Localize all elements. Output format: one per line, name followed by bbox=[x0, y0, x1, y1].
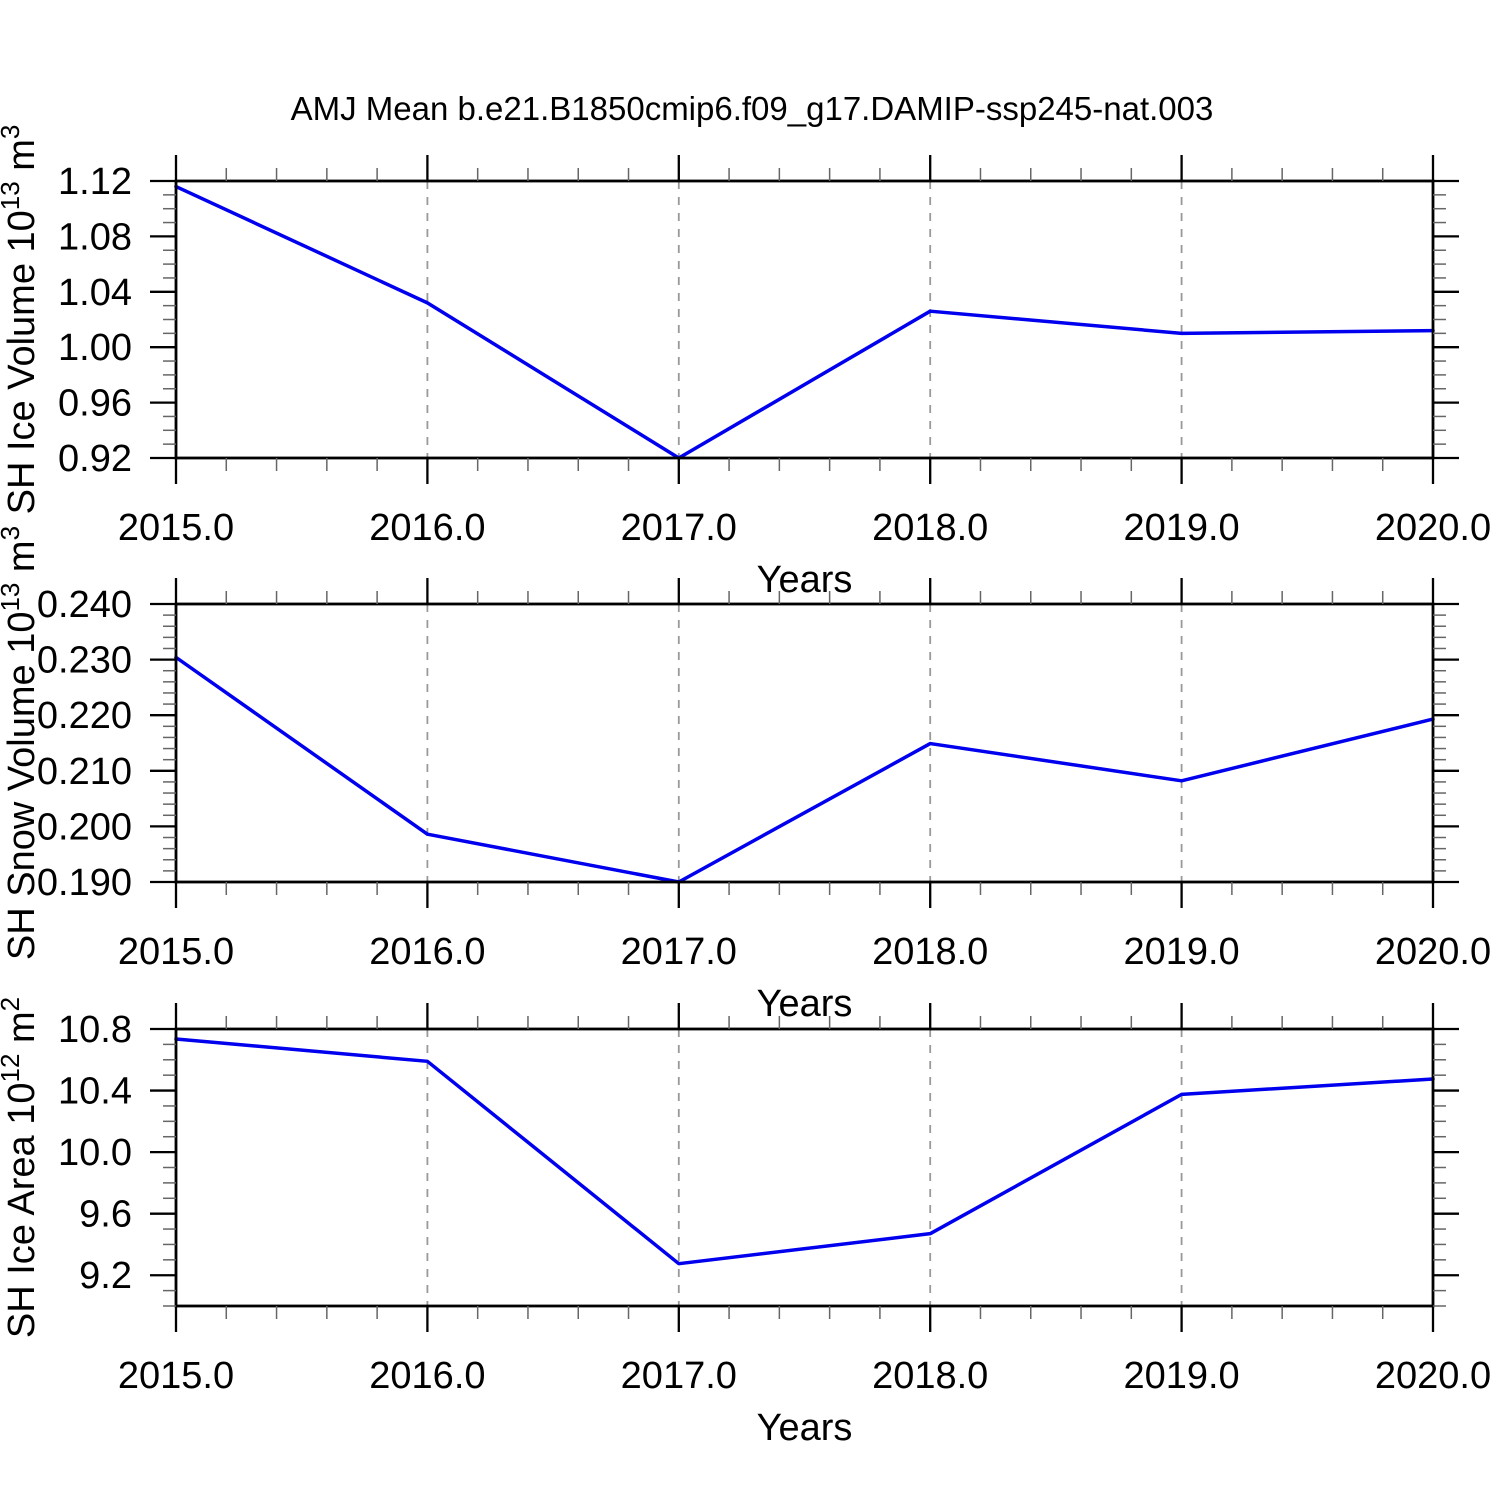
y-tick-label: 0.220 bbox=[37, 695, 132, 737]
data-line-sh-ice-volume bbox=[174, 184, 1435, 460]
x-tick-label: 2018.0 bbox=[872, 1355, 988, 1397]
y-tick-label: 0.240 bbox=[37, 584, 132, 626]
y-tick-label: 9.2 bbox=[79, 1255, 132, 1297]
x-tick-label: 2017.0 bbox=[621, 1355, 737, 1397]
x-tick-label: 2019.0 bbox=[1123, 507, 1239, 549]
y-tick-label: 10.8 bbox=[58, 1009, 132, 1051]
plot-box bbox=[174, 1027, 1435, 1308]
panel-sh-snow-volume: 2015.0 2016.0 2017.0 2018.0 2019.0 2020.0 0.19… bbox=[0, 526, 1491, 1025]
x-tick-label: 2016.0 bbox=[369, 507, 485, 549]
y-tick-label: 9.6 bbox=[79, 1194, 132, 1236]
y-tick-label: 0.210 bbox=[37, 751, 132, 793]
x-tick-label: 2018.0 bbox=[872, 507, 988, 549]
x-axis-title: Years bbox=[757, 983, 853, 1025]
y-tick-label: 1.04 bbox=[58, 272, 132, 314]
data-line-sh-snow-volume bbox=[174, 655, 1435, 884]
x-tick-label: 2015.0 bbox=[118, 1355, 234, 1397]
x-tick-label: 2020.0 bbox=[1375, 1355, 1491, 1397]
x-tick-label: 2020.0 bbox=[1375, 507, 1491, 549]
x-tick-label: 2016.0 bbox=[369, 931, 485, 973]
y-tick-label: 0.190 bbox=[37, 862, 132, 904]
x-axis-title: Years bbox=[757, 559, 853, 601]
y-tick-label: 10.4 bbox=[58, 1071, 132, 1113]
x-tick-label: 2015.0 bbox=[118, 931, 234, 973]
y-axis-title: SH Snow Volume 1013 m3 bbox=[0, 526, 43, 960]
x-tick-label: 2015.0 bbox=[118, 507, 234, 549]
y-tick-label: 0.92 bbox=[58, 438, 132, 480]
x-tick-label: 2017.0 bbox=[621, 507, 737, 549]
y-tick-label: 1.12 bbox=[58, 161, 132, 203]
y-tick-label: 10.0 bbox=[58, 1132, 132, 1174]
panel-sh-ice-area: 2015.0 2016.0 2017.0 2018.0 2019.0 2020.0 9.2 9… bbox=[0, 997, 1491, 1449]
y-axis-title: SH Ice Area 1012 m2 bbox=[0, 997, 43, 1338]
plot-box bbox=[174, 179, 1435, 460]
y-tick-label: 0.230 bbox=[37, 640, 132, 682]
data-line-sh-ice-area bbox=[174, 1037, 1435, 1266]
y-tick-label: 0.200 bbox=[37, 806, 132, 848]
x-axis-title: Years bbox=[757, 1407, 853, 1449]
x-tick-label: 2018.0 bbox=[872, 931, 988, 973]
y-axis-title: SH Ice Volume 1013 m3 bbox=[0, 125, 43, 515]
panel-sh-ice-volume: 2015.0 2016.0 2017.0 2018.0 2019.0 2020.0 0.92… bbox=[0, 125, 1491, 601]
x-tick-label: 2017.0 bbox=[621, 931, 737, 973]
x-tick-label: 2020.0 bbox=[1375, 931, 1491, 973]
y-tick-label: 0.96 bbox=[58, 383, 132, 425]
x-tick-label: 2019.0 bbox=[1123, 1355, 1239, 1397]
plot-box bbox=[174, 602, 1435, 884]
x-tick-label: 2019.0 bbox=[1123, 931, 1239, 973]
y-tick-label: 1.00 bbox=[58, 327, 132, 369]
chart-title: AMJ Mean b.e21.B1850cmip6.f09_g17.DAMIP-… bbox=[290, 90, 1214, 127]
x-tick-label: 2016.0 bbox=[369, 1355, 485, 1397]
y-tick-label: 1.08 bbox=[58, 216, 132, 258]
